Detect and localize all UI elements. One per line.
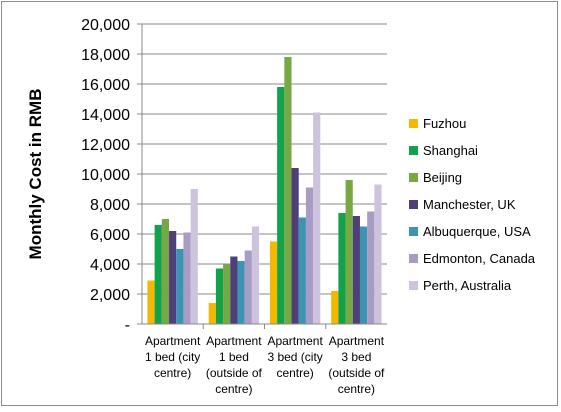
bar	[313, 112, 321, 324]
bar	[176, 249, 184, 324]
bar	[352, 216, 360, 324]
bar	[161, 219, 170, 324]
x-tick-label: Apartment	[267, 334, 323, 348]
x-tick-label: centre)	[276, 366, 313, 380]
x-tick-label: centre)	[338, 382, 375, 396]
y-tick-label: -	[125, 317, 130, 334]
legend-label: Edmonton, Canada	[423, 251, 536, 266]
legend-swatch	[409, 281, 418, 290]
y-axis-title: Monthly Cost in RMB	[26, 89, 45, 260]
bar	[269, 241, 278, 324]
x-tick-label: Apartment	[145, 334, 201, 348]
bar	[331, 291, 339, 324]
bar	[244, 250, 252, 324]
x-tick-label: (outside of	[328, 366, 385, 380]
y-tick-label: 12,000	[81, 137, 130, 154]
x-tick-label: centre)	[215, 382, 252, 396]
y-tick-label: 16,000	[81, 77, 130, 94]
bar	[215, 268, 224, 324]
bar	[305, 187, 314, 324]
legend-swatch	[409, 173, 418, 182]
legend-label: Shanghai	[423, 143, 478, 158]
x-tick-label: (outside of	[206, 366, 263, 380]
bar-layer	[147, 57, 382, 324]
bar	[367, 211, 375, 324]
x-tick-label: Apartment	[329, 334, 385, 348]
legend-swatch	[409, 254, 418, 263]
y-tick-label: 18,000	[81, 47, 130, 64]
bar	[277, 87, 285, 324]
bar	[251, 226, 260, 324]
bar	[230, 256, 238, 324]
y-tick-label: 14,000	[81, 107, 130, 124]
bar	[169, 231, 177, 324]
legend-label: Albuquerque, USA	[423, 224, 531, 239]
bar	[183, 232, 191, 324]
x-tick-label: 3 bed (city	[267, 350, 322, 364]
legend-label: Manchester, UK	[423, 197, 516, 212]
axis-layer: - 2,000 4,000 6,000 8,000 10,000 12,000 14,000 1…	[81, 17, 387, 396]
bar	[359, 226, 368, 324]
y-tick-label: 4,000	[90, 257, 130, 274]
bar	[345, 180, 353, 324]
x-tick-label: centre)	[154, 366, 191, 380]
legend-label: Fuzhou	[423, 116, 466, 131]
x-tick-label: 1 bed	[219, 350, 249, 364]
bar	[208, 303, 216, 324]
legend-swatch	[409, 200, 418, 209]
legend-swatch	[409, 119, 418, 128]
bar	[291, 168, 299, 324]
legend-swatch	[409, 227, 418, 236]
bar	[284, 57, 292, 324]
x-tick-label: 1 bed (city	[145, 350, 200, 364]
y-tick-label: 6,000	[90, 227, 130, 244]
bar	[237, 261, 245, 324]
bar	[147, 280, 155, 324]
bar-chart: - 2,000 4,000 6,000 8,000 10,000 12,000 14,000 1…	[26, 17, 536, 396]
bar	[298, 217, 306, 324]
legend: Fuzhou Shanghai Beijing Manchester, UK Albuq…	[409, 116, 536, 293]
y-tick-label: 2,000	[90, 287, 130, 304]
legend-label: Beijing	[423, 170, 462, 185]
x-tick-label: 3 bed	[341, 350, 371, 364]
x-tick-label: Apartment	[206, 334, 262, 348]
chart-frame: - 2,000 4,000 6,000 8,000 10,000 12,000 14,000 1…	[1, 1, 558, 406]
bar	[154, 225, 162, 324]
bar	[374, 184, 382, 324]
y-tick-label: 20,000	[81, 17, 130, 34]
legend-swatch	[409, 146, 418, 155]
bar	[223, 264, 231, 324]
bar	[190, 189, 198, 324]
y-tick-label: 10,000	[81, 167, 130, 184]
legend-label: Perth, Australia	[423, 278, 512, 293]
bar	[338, 213, 346, 324]
y-tick-label: 8,000	[90, 197, 130, 214]
